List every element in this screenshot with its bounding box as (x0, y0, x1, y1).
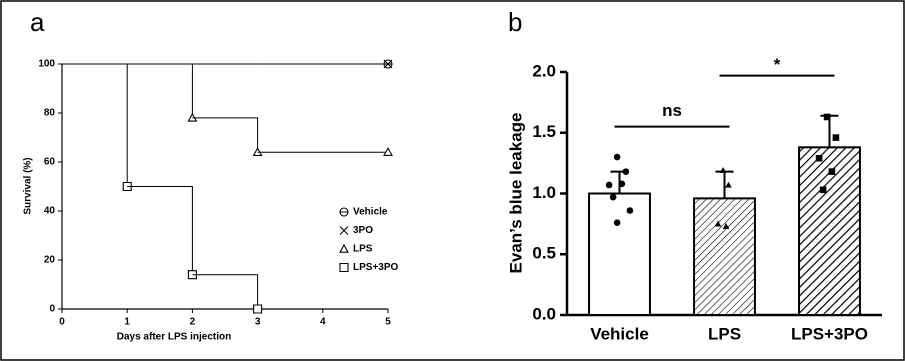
survival-step (192, 274, 259, 309)
legend-marker (339, 226, 349, 235)
data-point (605, 181, 613, 189)
y-tick-label: 0 (49, 304, 55, 315)
survival-marker (383, 59, 393, 69)
legend-label: LPS (353, 244, 373, 255)
data-point (626, 207, 634, 214)
y-tick-label: 0.5 (532, 244, 556, 263)
data-point (609, 193, 617, 201)
significance-label: * (774, 55, 781, 74)
survival-step (192, 117, 259, 153)
survival-marker (253, 304, 263, 314)
data-point (722, 223, 730, 229)
data-point (819, 186, 827, 194)
data-point (622, 168, 630, 175)
y-axis-label: Evan’s blue leakage (506, 113, 525, 274)
error-bar (715, 170, 734, 199)
legend-label: 3PO (353, 225, 373, 236)
data-point (823, 113, 831, 121)
significance-label: ns (662, 101, 682, 120)
bar (693, 197, 756, 316)
y-tick-label: 1.5 (532, 122, 556, 141)
data-point (719, 167, 727, 174)
x-tick-label: 4 (320, 317, 326, 328)
panel-label: a (30, 7, 45, 37)
data-point (714, 220, 722, 227)
error-bar (820, 114, 839, 148)
x-tick-label: 0 (59, 317, 65, 328)
survival-step (62, 63, 128, 187)
data-point (815, 154, 823, 162)
x-tick-label: LPS+3PO (791, 324, 868, 343)
data-point (613, 153, 621, 161)
legend-marker (339, 207, 349, 217)
data-point (618, 180, 626, 188)
x-tick-label: LPS (708, 324, 741, 343)
legend-label: LPS+3PO (353, 262, 399, 273)
bar (798, 146, 861, 316)
y-tick-label: 2.0 (532, 61, 556, 80)
y-tick-label: 0.0 (532, 304, 556, 323)
data-point (832, 134, 840, 141)
x-tick-label: 1 (124, 317, 130, 328)
survival-step (127, 186, 193, 275)
bar (588, 192, 651, 316)
data-point (613, 219, 621, 226)
legend-label: Vehicle (353, 207, 388, 218)
y-tick-label: 80 (44, 108, 56, 119)
x-tick-label: Vehicle (590, 324, 649, 343)
survival-step (127, 63, 193, 118)
survival-marker (383, 147, 393, 156)
x-tick-label: 2 (190, 317, 196, 328)
data-point (725, 181, 732, 188)
y-tick-label: 60 (44, 157, 56, 168)
y-tick-label: 100 (38, 59, 55, 70)
panel-label: b (508, 7, 522, 37)
legend-marker (339, 262, 349, 273)
x-tick-label: 5 (385, 317, 391, 328)
x-axis-label: Days after LPS injection (117, 332, 231, 343)
data-point (828, 168, 836, 175)
y-tick-label: 20 (44, 255, 56, 266)
y-tick-label: 1.0 (532, 183, 556, 202)
y-tick-label: 40 (44, 206, 56, 217)
legend-marker (339, 243, 349, 253)
x-tick-label: 3 (255, 317, 261, 328)
y-axis-label: Survival (%) (23, 157, 34, 214)
